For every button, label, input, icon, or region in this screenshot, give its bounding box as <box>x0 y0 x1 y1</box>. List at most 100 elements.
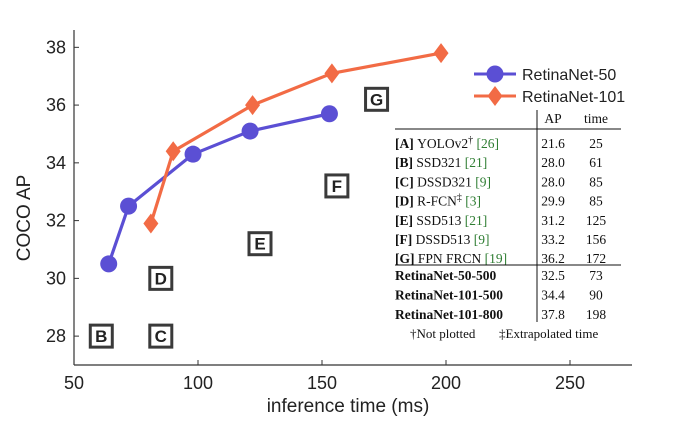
table-row-method: RetinaNet-101-800 <box>395 307 503 322</box>
table-row-ref: [3] <box>462 194 481 209</box>
table-cell-method: [A] YOLOv2† [26] <box>395 135 499 151</box>
axes: 50 100 150 200 250 28 30 32 34 36 38 <box>46 30 632 393</box>
x-tick-label: 50 <box>64 373 84 393</box>
table-row: [E] SSD513 [21] 31.2 125 <box>395 213 606 228</box>
x-tick-label: 100 <box>183 373 213 393</box>
table-row-ref: [19] <box>481 251 507 266</box>
table-cell-time: 90 <box>589 288 603 303</box>
data-point <box>184 145 202 163</box>
table-cell-time: 125 <box>586 213 607 228</box>
data-point <box>100 255 118 273</box>
table-row-mark: † <box>468 135 473 146</box>
y-tick-label: 38 <box>46 37 66 57</box>
table-row: [B] SSD321 [21] 28.0 61 <box>395 155 603 170</box>
table-cell-ap: 36.2 <box>541 251 565 266</box>
table-row-tag: [G] <box>395 251 418 266</box>
table-row-mark: ‡ <box>457 193 462 204</box>
table-row-ref: [21] <box>461 213 487 228</box>
table-cell-method: [F] DSSD513 [9] <box>395 232 490 247</box>
table-row: [C] DSSD321 [9] 28.0 85 <box>395 174 603 189</box>
table-cell-time: 172 <box>586 251 606 266</box>
annotation-box-frame <box>148 323 174 349</box>
x-tick-label: 250 <box>555 373 585 393</box>
data-point <box>433 43 449 64</box>
table-cell-ap: 28.0 <box>541 155 565 170</box>
annotation-box-label: F <box>332 177 342 196</box>
table-cell-ap: 31.2 <box>541 213 565 228</box>
table-cell-ap: 37.8 <box>541 307 565 322</box>
table-row: [F] DSSD513 [9] 33.2 156 <box>395 232 606 247</box>
table-header-ap: AP <box>544 111 561 126</box>
data-point <box>120 197 138 215</box>
data-point <box>245 95 261 116</box>
table-cell-time: 156 <box>586 232 607 247</box>
annotation-box-frame <box>324 173 350 199</box>
table-cell-time: 61 <box>589 155 603 170</box>
table-cell-method: RetinaNet-101-800 <box>395 307 503 322</box>
legend-swatch-marker <box>486 65 504 83</box>
table-row-tag: [A] <box>395 136 417 151</box>
x-axis-title: inference time (ms) <box>267 396 430 417</box>
table-cell-time: 73 <box>589 268 603 283</box>
series-retinanet-101 <box>143 43 449 234</box>
table-row-ref: [26] <box>473 136 499 151</box>
data-point <box>241 122 259 140</box>
annotation-box-d: D <box>148 265 174 291</box>
annotation-box-c: C <box>148 323 174 349</box>
annotation-box-frame <box>247 231 273 257</box>
annotation-box-b: B <box>88 323 114 349</box>
table-footnote-extrapolated: ‡Extrapolated time <box>499 326 599 341</box>
table-row-ref: [21] <box>461 155 487 170</box>
data-point <box>324 63 340 84</box>
results-table: AP time [A] YOLOv2† [26] 21.6 25 [B] SSD321 [… <box>395 110 621 341</box>
annotation-box-label: B <box>95 327 107 346</box>
table-footnote-not-plotted: †Not plotted <box>410 326 476 341</box>
table-cell-method: [D] R-FCN‡ [3] <box>395 193 481 209</box>
table-row: [G] FPN FRCN [19] 36.2 172 <box>395 251 606 266</box>
table-cell-method: [B] SSD321 [21] <box>395 155 487 170</box>
legend: RetinaNet-50 RetinaNet-101 <box>474 65 625 106</box>
y-tick-label: 36 <box>46 95 66 115</box>
table-cell-time: 85 <box>589 174 603 189</box>
legend-entry-retinanet-50: RetinaNet-50 <box>474 65 616 84</box>
y-tick-label: 32 <box>46 211 66 231</box>
table-row: RetinaNet-101-800 37.8 198 <box>395 307 606 322</box>
y-tick-label: 34 <box>46 153 66 173</box>
table-cell-time: 198 <box>586 307 607 322</box>
table-row-tag: [B] <box>395 155 416 170</box>
table-row-method: SSD321 <box>416 155 461 170</box>
series-retinanet-50 <box>100 105 338 273</box>
table-row-tag: [D] <box>395 194 417 209</box>
table-cell-ap: 21.6 <box>541 136 565 151</box>
table-row-tag: [F] <box>395 232 416 247</box>
table-row: [D] R-FCN‡ [3] 29.9 85 <box>395 193 603 209</box>
data-point <box>165 141 181 162</box>
table-row-ref: [9] <box>470 232 489 247</box>
table-row-tag: [C] <box>395 174 417 189</box>
table-cell-method: [C] DSSD321 [9] <box>395 174 491 189</box>
legend-label: RetinaNet-50 <box>522 67 616 84</box>
table-row: [A] YOLOv2† [26] 21.6 25 <box>395 135 603 151</box>
legend-swatch-marker <box>487 86 503 106</box>
table-row-method: FPN FRCN <box>418 251 482 266</box>
table-row: RetinaNet-50-500 32.5 73 <box>395 268 603 283</box>
x-tick-label: 150 <box>307 373 337 393</box>
table-row-method: YOLOv2 <box>417 136 468 151</box>
annotation-box-label: G <box>370 90 383 109</box>
table-cell-time: 25 <box>589 136 603 151</box>
table-row-ref: [9] <box>472 174 491 189</box>
annotation-box-label: D <box>155 269 167 288</box>
table-cell-method: [G] FPN FRCN [19] <box>395 251 507 266</box>
table-cell-ap: 33.2 <box>541 232 565 247</box>
table-cell-ap: 32.5 <box>541 268 565 283</box>
annotation-box-frame <box>364 86 390 112</box>
legend-label: RetinaNet-101 <box>522 89 625 106</box>
y-axis-title: COCO AP <box>14 175 35 262</box>
table-row-method: DSSD321 <box>417 174 472 189</box>
series <box>100 43 449 273</box>
table-row-method: RetinaNet-101-500 <box>395 288 503 303</box>
annotation-box-e: E <box>247 231 273 257</box>
annotation-box-frame <box>148 265 174 291</box>
x-tick-label: 200 <box>431 373 461 393</box>
